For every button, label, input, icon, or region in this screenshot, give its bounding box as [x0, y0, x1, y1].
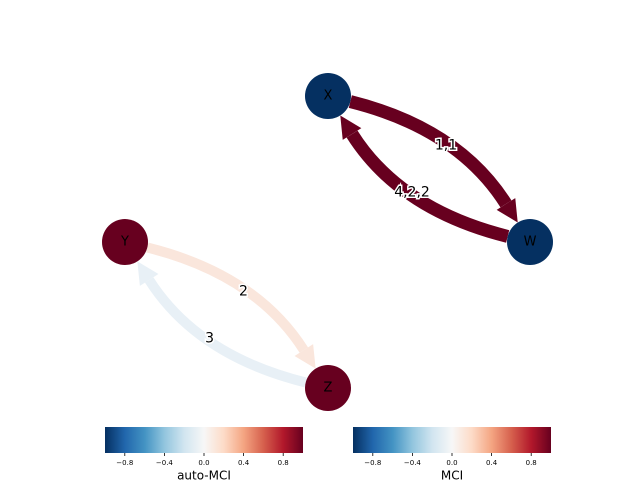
arrowhead	[496, 198, 518, 223]
colorbar-tick-label: −0.8	[116, 459, 133, 467]
colorbar-tick-label: 0.0	[446, 459, 457, 467]
colorbar-tick-label: 0.4	[486, 459, 498, 467]
node	[305, 73, 351, 119]
colorbar-tick-label: −0.4	[404, 459, 422, 467]
edge	[144, 277, 307, 388]
edge	[348, 95, 512, 208]
edge-label: 2	[239, 283, 248, 299]
node-label: Z	[324, 381, 333, 396]
edge	[146, 242, 309, 353]
node	[305, 365, 351, 411]
colorbar-tick-label: 0.0	[198, 459, 209, 467]
edge-label: 1,1	[435, 137, 457, 153]
node	[507, 219, 553, 265]
colorbar-tick-label: −0.8	[364, 459, 381, 467]
arrowhead	[294, 344, 316, 369]
colorbar-tick-label: 0.8	[526, 459, 537, 467]
colorbar-label: auto-MCI	[177, 469, 231, 480]
colorbar-tick-label: 0.4	[238, 459, 250, 467]
edge	[346, 130, 510, 243]
colorbar-tick-label: 0.8	[278, 459, 289, 467]
node-label: W	[524, 235, 537, 250]
colorbar	[353, 427, 551, 453]
edge-label: 3	[205, 331, 214, 347]
colorbar	[105, 427, 303, 453]
node-label: X	[324, 89, 333, 104]
edge-label: 4,2,2	[394, 185, 430, 201]
colorbar-label: MCI	[441, 469, 463, 480]
arrowhead	[137, 261, 159, 286]
node	[102, 219, 148, 265]
colorbar-tick-label: −0.4	[156, 459, 174, 467]
node-label: Y	[120, 235, 129, 250]
arrowhead	[340, 115, 362, 140]
